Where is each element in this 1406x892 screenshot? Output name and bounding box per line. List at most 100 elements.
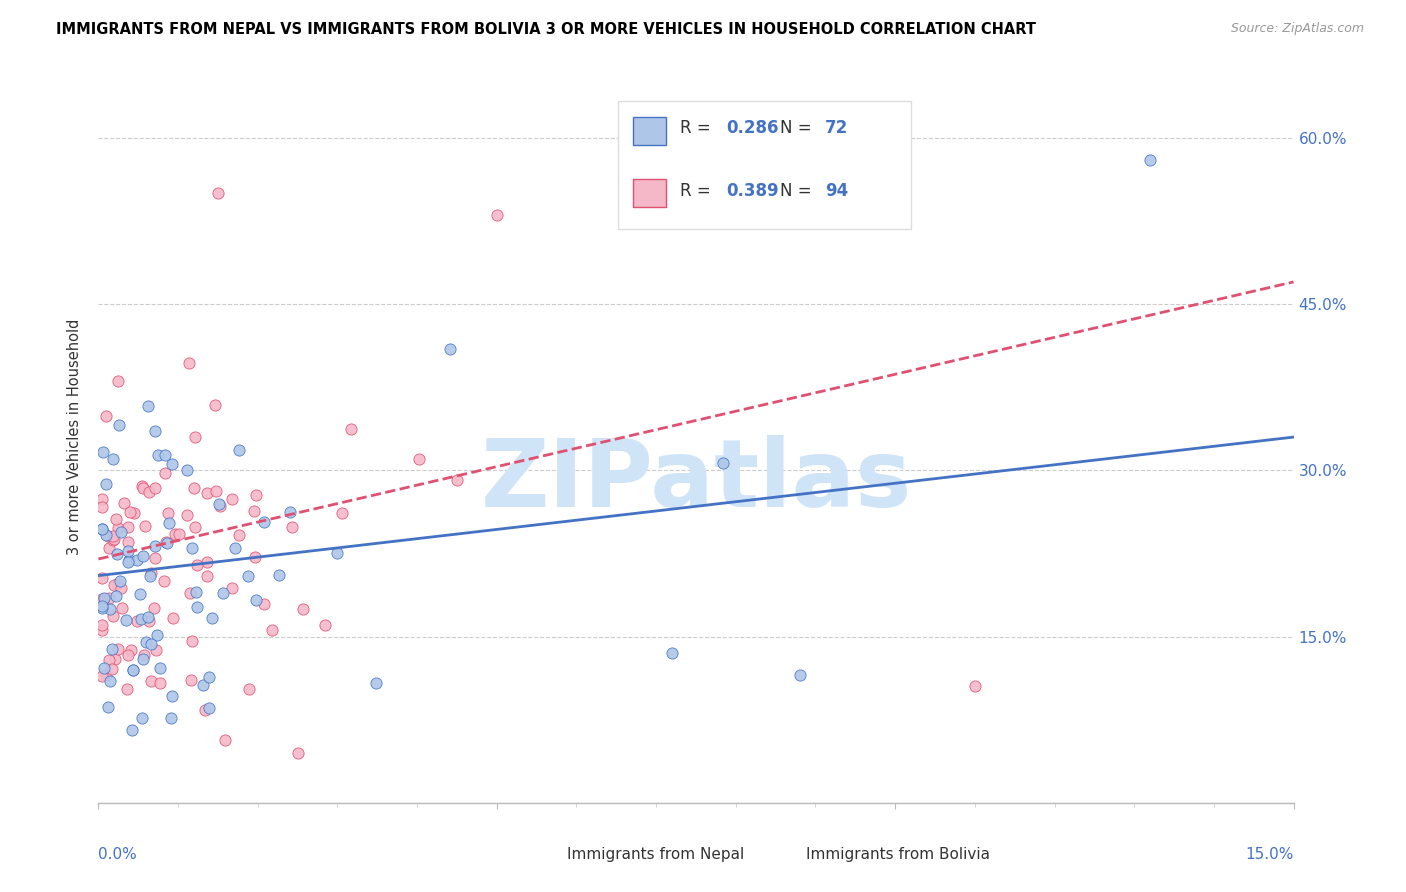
Point (267, 567, 290, 582)
Point (245, 488, 267, 502)
FancyBboxPatch shape (529, 843, 558, 872)
Point (107, 520, 129, 534)
Point (221, 491, 243, 506)
Point (108, 574, 131, 588)
Point (179, 586, 201, 600)
Point (184, 519, 207, 533)
Point (205, 483, 228, 498)
Point (91, 617, 114, 632)
Point (91, 445, 114, 459)
Point (91, 594, 114, 608)
Point (143, 601, 166, 615)
Point (134, 648, 156, 662)
Point (117, 535, 139, 549)
Point (167, 526, 190, 541)
Point (155, 466, 177, 480)
Point (208, 497, 231, 511)
Point (131, 711, 153, 725)
Point (183, 481, 205, 495)
Text: 0.286: 0.286 (725, 120, 779, 137)
Point (181, 634, 204, 648)
Text: 0.389: 0.389 (725, 182, 779, 200)
Y-axis label: 3 or more Vehicles in Household: 3 or more Vehicles in Household (67, 319, 83, 555)
Point (195, 486, 218, 500)
Point (260, 624, 283, 638)
Point (138, 484, 160, 499)
Point (103, 608, 125, 623)
Point (101, 533, 124, 547)
Point (143, 481, 166, 495)
Point (122, 663, 145, 677)
Point (91, 601, 114, 615)
Point (127, 614, 149, 628)
Point (291, 602, 314, 616)
Point (176, 462, 198, 476)
Text: ZIPatlas: ZIPatlas (481, 435, 911, 527)
Point (108, 417, 131, 432)
Point (162, 611, 184, 625)
Point (176, 508, 198, 522)
Text: R =: R = (681, 120, 717, 137)
Point (91, 591, 114, 606)
Text: R =: R = (681, 182, 717, 200)
Point (125, 553, 148, 567)
Point (184, 584, 207, 599)
Point (186, 558, 208, 572)
Point (93, 591, 115, 606)
Point (485, 209, 508, 223)
Point (131, 612, 153, 626)
Point (98, 591, 121, 605)
Point (211, 585, 233, 599)
Point (143, 551, 166, 566)
Point (107, 374, 129, 388)
Point (789, 668, 811, 682)
Text: 0.0%: 0.0% (98, 847, 138, 862)
Point (138, 614, 160, 628)
Point (243, 549, 266, 564)
Point (91, 571, 114, 585)
Point (180, 541, 202, 555)
Point (243, 504, 266, 518)
Point (117, 520, 139, 534)
Point (159, 711, 181, 725)
Point (204, 398, 226, 412)
Point (98, 653, 121, 667)
Point (104, 512, 127, 526)
Point (963, 680, 986, 694)
Point (117, 555, 139, 569)
Point (139, 673, 162, 688)
Point (177, 356, 200, 370)
Point (91, 599, 114, 614)
Point (118, 505, 141, 519)
Point (97, 700, 120, 714)
Point (155, 536, 177, 550)
Point (339, 422, 361, 436)
Point (139, 568, 162, 582)
Point (101, 662, 124, 676)
Point (120, 643, 142, 657)
Point (221, 581, 243, 595)
Point (141, 637, 163, 651)
Text: Immigrants from Bolivia: Immigrants from Bolivia (806, 847, 990, 862)
Point (197, 700, 219, 714)
Point (408, 452, 430, 467)
Point (117, 543, 139, 558)
Point (91, 522, 114, 536)
Point (149, 661, 172, 675)
Point (1139, 153, 1161, 167)
Text: Source: ZipAtlas.com: Source: ZipAtlas.com (1230, 22, 1364, 36)
Point (157, 507, 180, 521)
Point (91, 522, 114, 536)
Text: 15.0%: 15.0% (1246, 847, 1294, 862)
Point (238, 568, 260, 582)
Point (107, 642, 129, 657)
FancyBboxPatch shape (633, 179, 666, 207)
Point (143, 539, 166, 553)
Point (110, 582, 132, 596)
Text: IMMIGRANTS FROM NEPAL VS IMMIGRANTS FROM BOLIVIA 3 OR MORE VEHICLES IN HOUSEHOLD: IMMIGRANTS FROM NEPAL VS IMMIGRANTS FROM… (56, 22, 1036, 37)
FancyBboxPatch shape (633, 117, 666, 145)
Point (214, 732, 236, 747)
Point (101, 529, 124, 543)
Point (94, 668, 117, 682)
Point (160, 689, 183, 703)
